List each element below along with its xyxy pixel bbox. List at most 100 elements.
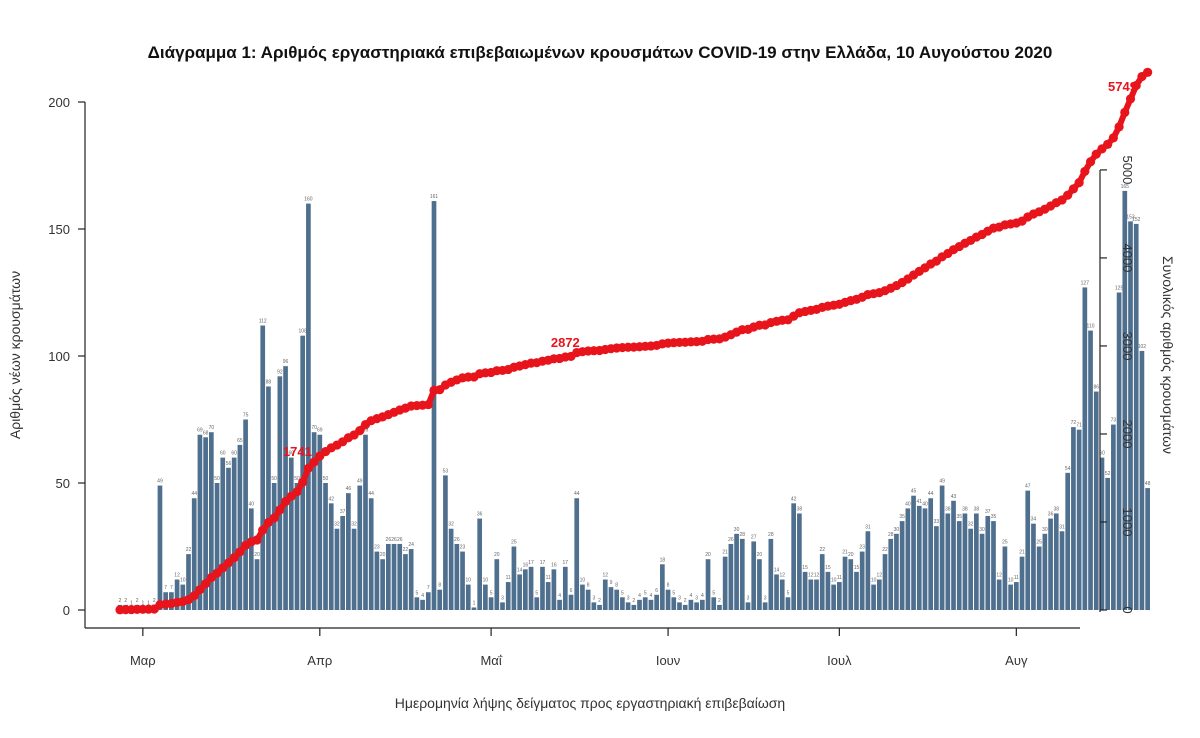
bar	[876, 579, 882, 610]
bar-value-label: 86	[1093, 385, 1099, 391]
bar-value-label: 30	[1042, 527, 1048, 533]
bar	[374, 551, 380, 610]
bar-value-label: 12	[996, 573, 1002, 579]
cumulative-point	[269, 513, 279, 523]
bar-value-label: 37	[985, 509, 991, 515]
cumulative-point	[252, 535, 262, 545]
bar	[157, 485, 163, 610]
bar-value-label: 2	[153, 598, 156, 604]
bar-value-label: 12	[779, 573, 785, 579]
bar	[283, 366, 288, 610]
bar-value-label: 2	[119, 598, 122, 604]
bar	[905, 508, 911, 610]
bar-value-label: 35	[991, 514, 997, 520]
bar	[597, 604, 602, 610]
bar	[248, 508, 254, 610]
bar-value-label: 16	[551, 562, 557, 568]
right-tick-label: 5000	[1120, 155, 1135, 184]
bar	[871, 584, 876, 610]
bar	[757, 559, 762, 610]
bar	[734, 533, 739, 610]
bar-value-label: 27	[751, 534, 757, 540]
bar	[660, 564, 665, 610]
bar	[203, 437, 208, 610]
bar	[311, 432, 317, 610]
bar-value-label: 25	[1036, 540, 1042, 546]
bar-value-label: 60	[1099, 451, 1105, 457]
bar-value-label: 2	[598, 598, 601, 604]
cumulative-labels-layer: 1741 2872 5749	[283, 79, 1137, 459]
bar	[454, 543, 460, 610]
bar	[505, 582, 511, 610]
bar-value-label: 5	[415, 590, 418, 596]
bar-value-label: 44	[928, 491, 934, 497]
bar-value-label: 14	[517, 567, 523, 573]
bar-value-label: 60	[231, 451, 237, 457]
bar	[500, 602, 505, 610]
bar	[511, 546, 517, 610]
bar	[899, 521, 905, 610]
bar	[911, 495, 916, 610]
bar	[745, 602, 751, 610]
bar	[814, 579, 819, 610]
bar-value-label: 15	[825, 565, 831, 571]
bar	[477, 518, 483, 610]
left-tick-label: 50	[56, 476, 70, 491]
bar	[625, 602, 631, 610]
bar-value-label: 38	[962, 506, 968, 512]
bar	[711, 597, 717, 610]
x-tick-label: Απρ	[307, 653, 332, 668]
cumulative-point	[195, 585, 205, 595]
bar	[819, 554, 825, 610]
left-tick-label: 150	[48, 222, 70, 237]
bar-value-label: 17	[528, 560, 534, 566]
bar-value-label: 8	[587, 583, 590, 589]
bar-value-label: 60	[288, 451, 294, 457]
bar	[682, 604, 688, 610]
cumulative-point	[1114, 122, 1124, 132]
bar	[214, 483, 220, 610]
bar-value-label: 3	[747, 595, 750, 601]
bar	[802, 571, 808, 610]
bar	[534, 597, 540, 610]
bar-value-label: 25	[1002, 540, 1008, 546]
bar-value-label: 23	[859, 545, 865, 551]
bar-value-label: 1	[141, 600, 144, 606]
bar-value-label: 1	[147, 600, 150, 606]
bar-value-label: 50	[271, 476, 277, 482]
bar-value-label: 4	[638, 593, 641, 599]
bar-value-label: 48	[1145, 481, 1151, 487]
bar-value-label: 31	[865, 524, 871, 530]
bar	[991, 521, 996, 610]
bar-value-label: 96	[283, 359, 289, 365]
bar	[568, 594, 574, 610]
bar	[1013, 582, 1019, 610]
bar	[1008, 584, 1013, 610]
bar-value-label: 3	[678, 595, 681, 601]
cumulative-annotation: 5749	[1108, 79, 1137, 94]
bar	[437, 589, 443, 610]
bar-value-label: 38	[797, 506, 803, 512]
bar	[677, 602, 682, 610]
bar-value-label: 28	[888, 532, 894, 538]
right-tick-label: 2000	[1120, 420, 1135, 449]
bar-value-label: 47	[1025, 484, 1031, 490]
bar	[1002, 546, 1008, 610]
cumulative-point	[303, 463, 313, 473]
bar-value-label: 30	[894, 527, 900, 533]
right-tick-label: 0	[1120, 606, 1135, 613]
bar-value-label: 50	[294, 476, 300, 482]
cumulative-point	[1120, 107, 1130, 117]
bar	[1065, 472, 1071, 610]
bar	[774, 574, 779, 610]
bar	[1139, 350, 1145, 610]
bar	[848, 559, 854, 610]
bar	[517, 574, 522, 610]
bar	[865, 531, 871, 610]
bar-value-label: 32	[351, 522, 357, 528]
cumulative-annotation: 2872	[551, 335, 580, 350]
bar	[408, 549, 414, 610]
bar	[1105, 477, 1111, 610]
bar	[1076, 429, 1082, 610]
bar	[1111, 424, 1116, 610]
